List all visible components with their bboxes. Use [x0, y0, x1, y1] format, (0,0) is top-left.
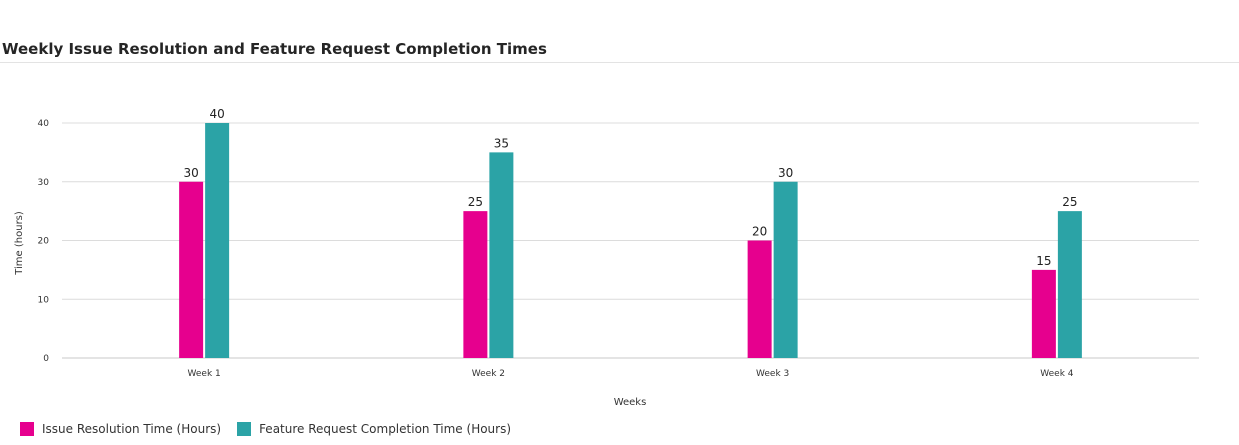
- bar-issue-resolution-3[interactable]: [747, 240, 772, 359]
- data-label: 25: [468, 195, 483, 209]
- legend-swatch: [20, 422, 34, 436]
- y-tick-label: 40: [38, 119, 50, 129]
- x-tick-label: Week 1: [188, 369, 221, 379]
- data-label: 40: [209, 107, 224, 121]
- x-tick-label: Week 4: [1040, 369, 1074, 379]
- legend-label: Issue Resolution Time (Hours): [42, 422, 222, 436]
- data-labels: 30 40 25 35 20 30 15 25: [183, 107, 1077, 268]
- data-label: 25: [1062, 195, 1077, 209]
- bar-issue-resolution-2[interactable]: [463, 211, 488, 358]
- bar-feature-request-1[interactable]: [205, 123, 230, 358]
- chart-title: Weekly Issue Resolution and Feature Requ…: [2, 40, 547, 58]
- bar-issue-resolution-4[interactable]: [1031, 269, 1056, 358]
- legend-item-issue-resolution[interactable]: Issue Resolution Time (Hours): [20, 422, 221, 436]
- y-tick-label: 20: [38, 237, 50, 247]
- legend: Issue Resolution Time (Hours) Feature Re…: [20, 422, 527, 436]
- y-tick-label: 10: [38, 295, 50, 305]
- gridlines: [62, 122, 1199, 359]
- y-tick-label: 0: [43, 354, 49, 364]
- bar-feature-request-3[interactable]: [773, 181, 798, 358]
- x-tick-label: Week 2: [472, 369, 505, 379]
- data-label: 30: [778, 166, 793, 180]
- title-divider: [0, 62, 1239, 63]
- legend-item-feature-request[interactable]: Feature Request Completion Time (Hours): [237, 422, 511, 436]
- y-axis-ticks: 0 10 20 30 40: [38, 119, 50, 364]
- legend-label: Feature Request Completion Time (Hours): [259, 422, 512, 436]
- data-label: 20: [752, 225, 767, 239]
- bars: [179, 123, 1082, 358]
- x-tick-label: Week 3: [756, 369, 789, 379]
- data-label: 15: [1036, 254, 1051, 268]
- bar-feature-request-2[interactable]: [489, 152, 514, 358]
- x-axis-ticks: Week 1 Week 2 Week 3 Week 4: [188, 369, 1074, 379]
- bar-feature-request-4[interactable]: [1057, 211, 1082, 358]
- x-axis-label: Weeks: [614, 397, 647, 408]
- y-axis-label: Time (hours): [14, 211, 25, 276]
- bar-issue-resolution-1[interactable]: [179, 181, 204, 358]
- y-tick-label: 30: [38, 178, 50, 188]
- data-label: 30: [183, 166, 198, 180]
- legend-swatch: [237, 422, 252, 436]
- data-label: 35: [494, 136, 509, 150]
